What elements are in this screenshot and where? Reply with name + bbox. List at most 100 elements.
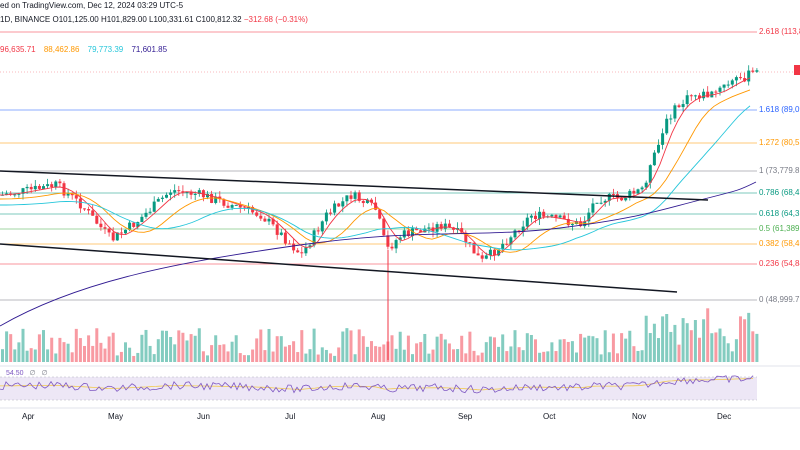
volume-bar bbox=[242, 355, 246, 362]
volume-bar bbox=[238, 353, 242, 362]
candle-body bbox=[238, 204, 242, 208]
candle-body bbox=[103, 227, 107, 229]
volume-bar bbox=[222, 344, 226, 362]
volume-bar bbox=[435, 336, 439, 362]
volume-bar bbox=[497, 346, 501, 362]
volume-bar bbox=[382, 344, 386, 362]
volume-bar bbox=[13, 349, 17, 362]
volume-bar bbox=[33, 349, 37, 362]
volume-bar bbox=[74, 328, 78, 362]
rsi-line bbox=[0, 375, 754, 394]
volume-bar bbox=[107, 336, 111, 362]
candle-body bbox=[603, 200, 607, 203]
volume-bar bbox=[247, 355, 250, 362]
volume-bar bbox=[234, 335, 238, 362]
volume-bar bbox=[37, 334, 41, 362]
candle-body bbox=[353, 192, 357, 199]
candle-body bbox=[402, 230, 406, 238]
candle-body bbox=[698, 95, 701, 99]
candle-body bbox=[611, 193, 615, 195]
volume-bar bbox=[677, 344, 681, 362]
month-label: Nov bbox=[632, 412, 647, 421]
month-label: Sep bbox=[458, 412, 473, 421]
volume-bar bbox=[185, 340, 189, 362]
candle-body bbox=[263, 218, 267, 222]
channel-lower-line bbox=[0, 243, 678, 293]
month-label: Jun bbox=[197, 412, 210, 421]
rsi-value: 54.50 bbox=[6, 370, 24, 377]
volume-bar bbox=[349, 330, 353, 362]
volume-bar bbox=[484, 342, 488, 362]
volume-bar bbox=[669, 331, 673, 362]
volume-bar bbox=[607, 352, 611, 362]
candle-body bbox=[702, 91, 706, 99]
current-price-badge[interactable] bbox=[794, 65, 800, 75]
candle-body bbox=[230, 205, 234, 208]
volume-bar bbox=[1, 349, 4, 362]
volume-bar bbox=[210, 345, 214, 362]
candle-body bbox=[74, 195, 78, 199]
volume-bar bbox=[128, 347, 132, 362]
volume-bar bbox=[632, 346, 636, 362]
ma-line-1 bbox=[0, 77, 751, 257]
candle-body bbox=[669, 118, 673, 120]
volume-bar bbox=[29, 348, 33, 362]
candle-body bbox=[148, 211, 152, 213]
volume-bar bbox=[456, 349, 460, 362]
volume-bar bbox=[148, 345, 152, 362]
volume-bar bbox=[611, 333, 615, 362]
volume-bar bbox=[583, 337, 587, 362]
volume-bar bbox=[152, 354, 156, 362]
volume-bar bbox=[423, 333, 427, 362]
volume-bar bbox=[575, 352, 578, 362]
month-label: Aug bbox=[371, 412, 386, 421]
volume-bar bbox=[226, 351, 230, 362]
ma-value-4: 71,601.85 bbox=[131, 45, 168, 54]
candle-body bbox=[70, 193, 74, 196]
volume-bar bbox=[279, 336, 283, 362]
candle-body bbox=[747, 70, 751, 82]
candle-body bbox=[33, 185, 37, 190]
candle-body bbox=[136, 222, 140, 227]
ma-line-4 bbox=[0, 181, 757, 327]
volume-bar bbox=[513, 330, 517, 362]
volume-bar bbox=[488, 336, 492, 362]
candle-body bbox=[648, 165, 652, 183]
volume-bar bbox=[722, 336, 726, 362]
candle-body bbox=[706, 91, 710, 98]
volume-bar bbox=[193, 335, 197, 362]
candle-body bbox=[751, 70, 755, 72]
candle-body bbox=[493, 249, 496, 256]
volume-bar bbox=[374, 346, 378, 362]
candle-body bbox=[312, 230, 316, 246]
candle-body bbox=[689, 95, 693, 97]
candle-body bbox=[484, 255, 488, 259]
candle-body bbox=[538, 211, 542, 220]
fib-label-1618: 1.618 (89,09 bbox=[759, 105, 800, 114]
volume-bar bbox=[398, 331, 402, 362]
candle-body bbox=[50, 184, 54, 187]
volume-bar bbox=[570, 341, 574, 362]
candle-body bbox=[21, 188, 25, 194]
volume-bar bbox=[739, 316, 742, 362]
candle-body bbox=[283, 232, 287, 244]
candle-body bbox=[587, 212, 591, 222]
open-value: O101,125.00 bbox=[52, 15, 99, 24]
candle-body bbox=[185, 191, 189, 193]
volume-bar bbox=[296, 352, 300, 362]
moving-average-legend: 96,635.71 88,462.86 79,773.39 71,601.85 bbox=[0, 45, 173, 54]
volume-bar bbox=[9, 334, 13, 362]
candle-body bbox=[189, 191, 193, 195]
rsi-legend: 54.50 ∅ ∅ bbox=[6, 369, 52, 377]
volume-bar bbox=[493, 337, 496, 362]
volume-bar bbox=[230, 341, 234, 362]
close-value: C100,812.32 bbox=[195, 15, 242, 24]
candle-body bbox=[607, 193, 611, 201]
volume-bar bbox=[402, 349, 406, 362]
volume-bar bbox=[665, 314, 669, 362]
candle-body bbox=[160, 197, 164, 199]
candle-body bbox=[333, 203, 337, 213]
volume-bar bbox=[5, 331, 9, 362]
volume-bar bbox=[587, 335, 591, 362]
